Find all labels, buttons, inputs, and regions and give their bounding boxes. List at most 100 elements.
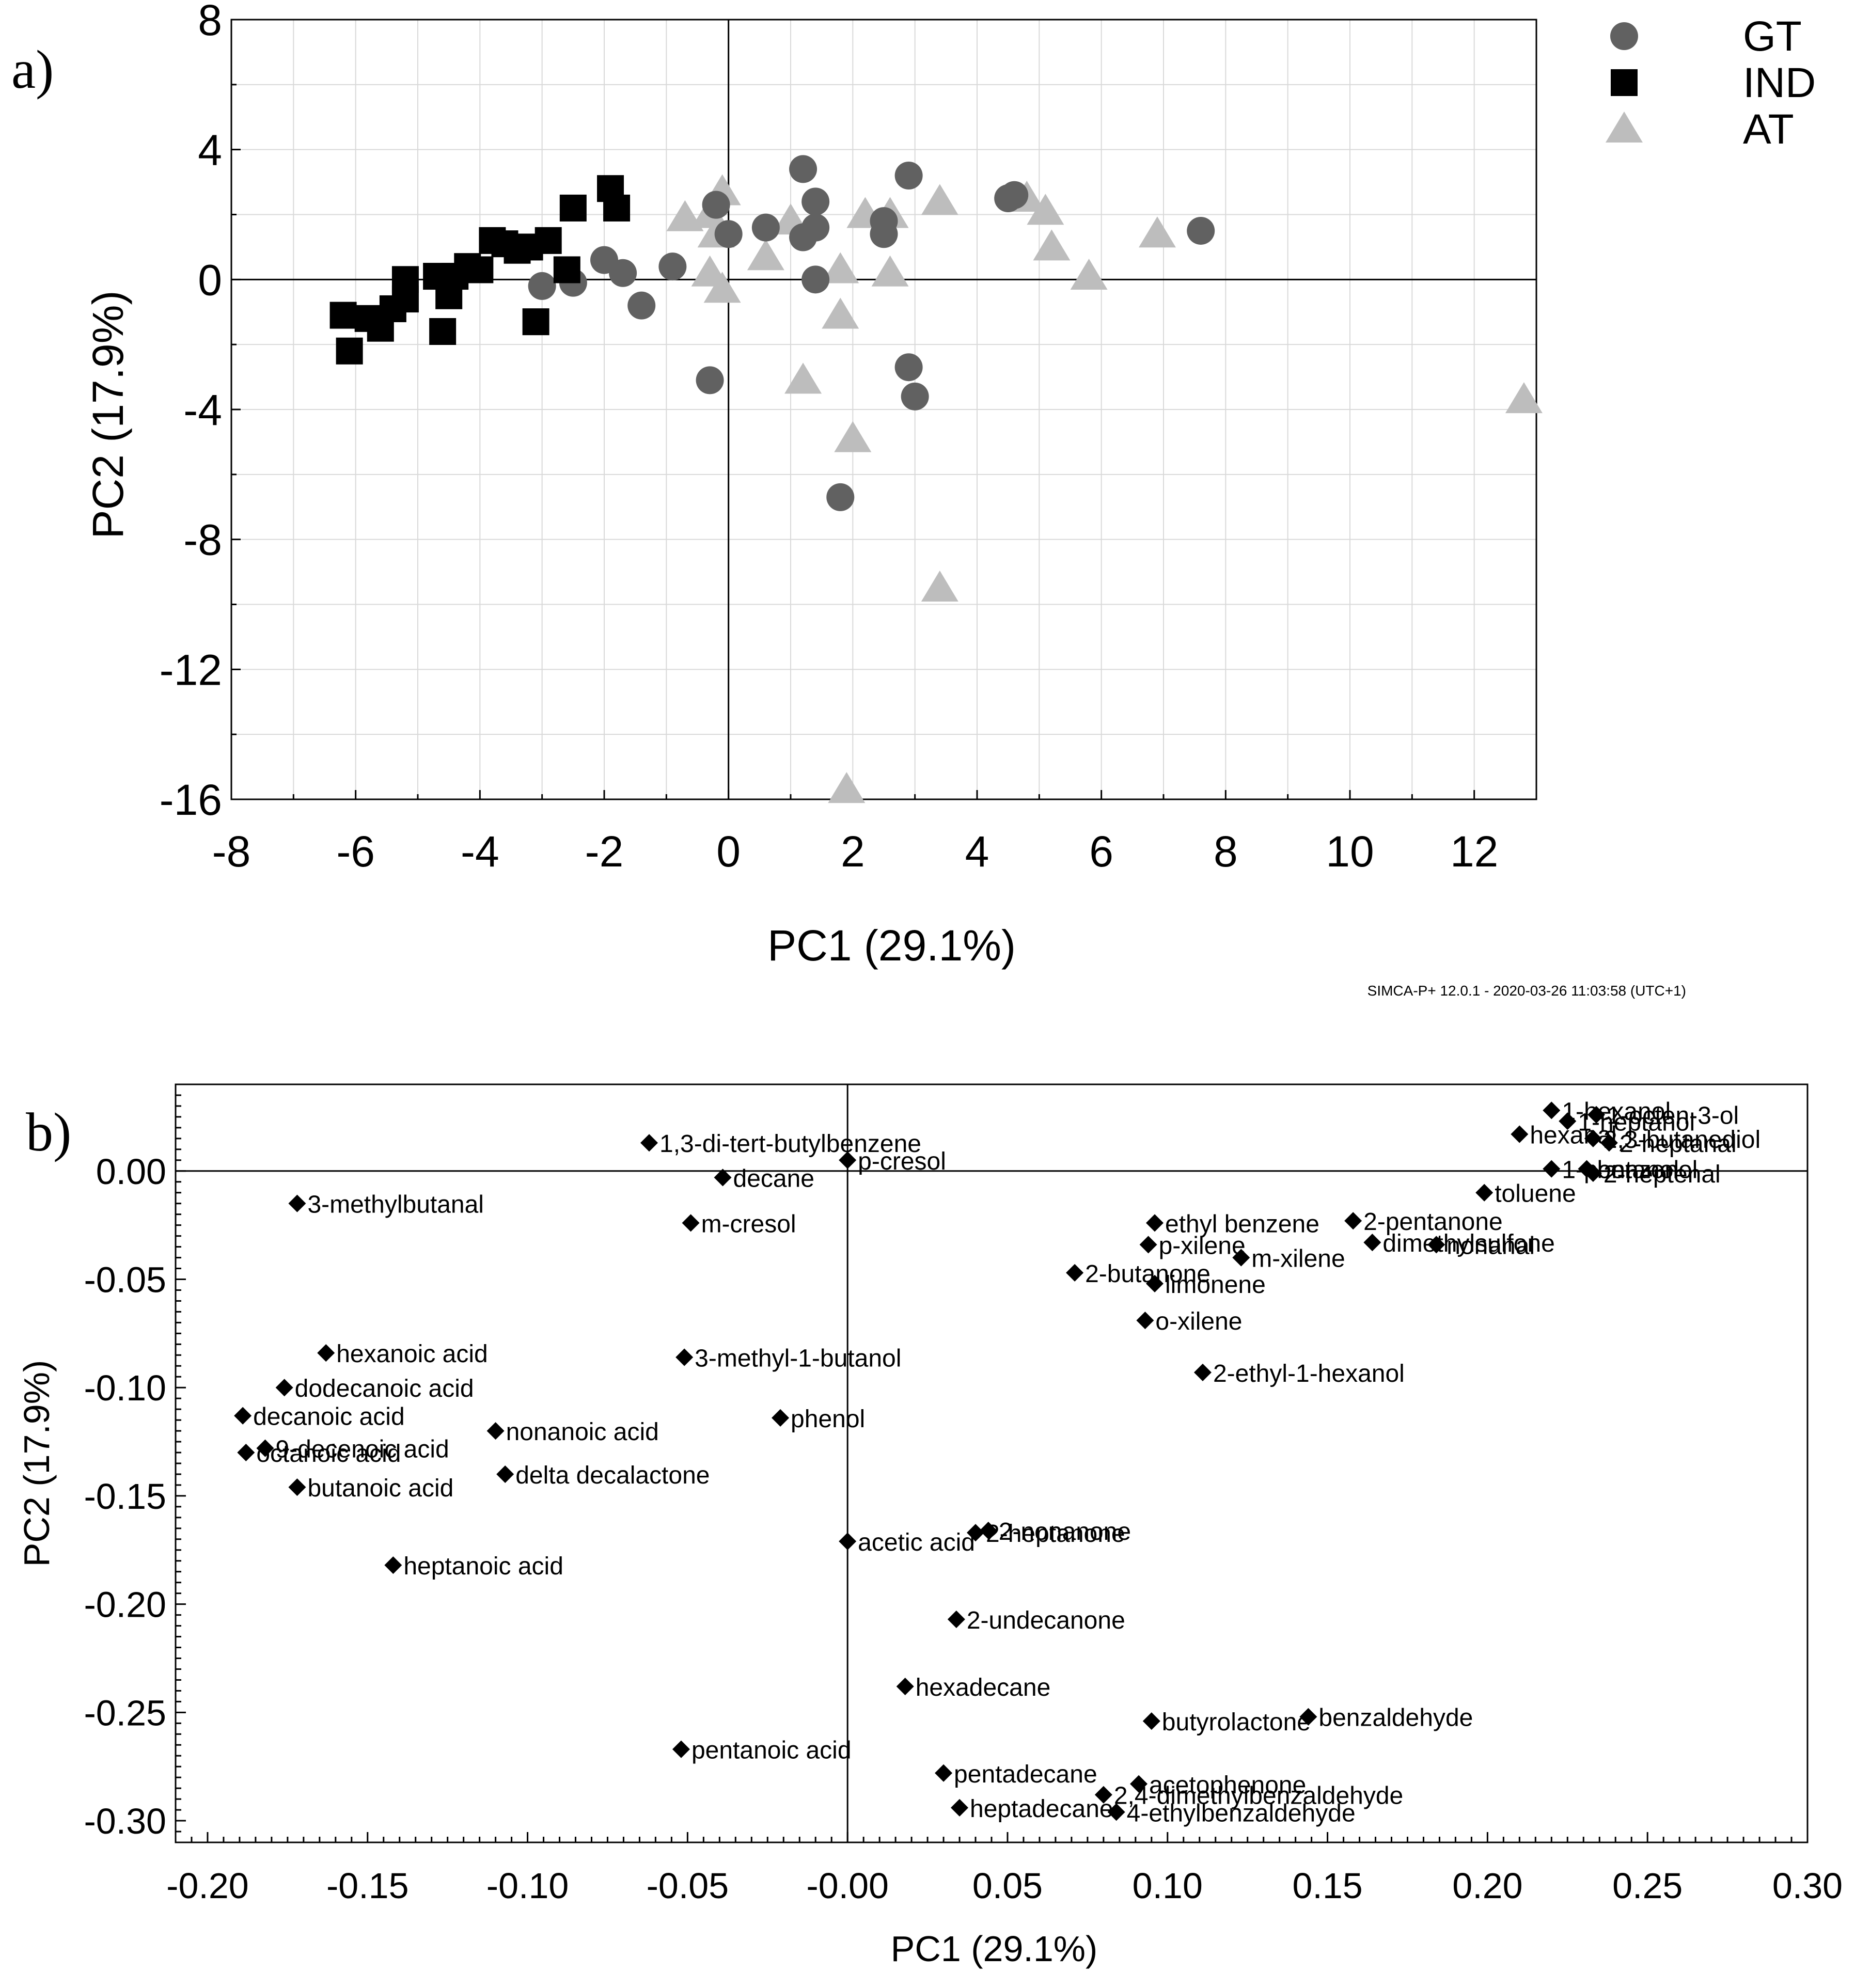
loading-label: 2-heptanone <box>986 1520 1125 1548</box>
loading-marker <box>1363 1234 1381 1252</box>
legend-marker-ind <box>1611 69 1638 96</box>
y-tick-label: -0.30 <box>84 1801 166 1841</box>
legend-marker-gt <box>1610 22 1638 50</box>
point-ind <box>466 256 494 283</box>
loading-marker <box>1600 1134 1618 1152</box>
x-tick-label: -0.20 <box>166 1866 249 1906</box>
loading-plot-x-axis-label: PC1 (29.1%) <box>891 1929 1098 1969</box>
loading-label: m-cresol <box>701 1210 796 1238</box>
loading-marker <box>675 1348 694 1366</box>
loading-marker <box>1232 1249 1250 1267</box>
point-ind <box>522 308 549 336</box>
loading-plot: -0.20 -0.15 -0.10 -0.05 -0.00 0.05 0.10 0.15 0.2… <box>17 1083 1843 1969</box>
loading-label: 3-methylbutanal <box>307 1191 484 1219</box>
point-at <box>1027 194 1064 225</box>
point-ind <box>603 194 631 222</box>
point-at <box>822 297 859 329</box>
loading-label: 2-nonanone <box>999 1518 1131 1545</box>
loading-plot-axes <box>175 1083 1809 1843</box>
x-tick-label: -0.10 <box>486 1866 569 1906</box>
point-gt <box>870 207 898 235</box>
x-tick-label: 0.30 <box>1772 1866 1843 1906</box>
loading-label: heptanoic acid <box>403 1553 563 1580</box>
point-at <box>1070 259 1108 290</box>
point-gt <box>789 155 818 183</box>
x-tick-label: 8 <box>1214 827 1238 876</box>
score-plot-x-axis-label: PC1 (29.1%) <box>767 921 1016 970</box>
point-ind <box>336 337 363 365</box>
y-tick-label: -0.20 <box>84 1585 166 1625</box>
y-tick-label: -8 <box>183 516 222 564</box>
loading-label: pentanoic acid <box>691 1737 852 1764</box>
loading-marker <box>486 1422 505 1440</box>
loading-label: benzonol <box>1597 1157 1697 1184</box>
point-gt <box>714 220 743 248</box>
panel-a-label: a) <box>11 39 54 100</box>
loading-label: 4-ethylbenzaldehyde <box>1127 1800 1356 1827</box>
point-at <box>1505 382 1543 414</box>
loading-label: hexanoic acid <box>336 1340 488 1368</box>
loading-label: dimethylsulfone <box>1382 1230 1555 1257</box>
loading-label: 1-octen-3-ol <box>1607 1102 1739 1130</box>
score-plot-grid <box>231 19 1537 800</box>
loading-marker <box>384 1556 402 1574</box>
x-tick-label: 6 <box>1089 827 1113 876</box>
point-at <box>1033 229 1071 261</box>
point-ind <box>329 302 357 329</box>
loading-marker <box>1584 1164 1602 1182</box>
loading-label: acetophenone <box>1149 1772 1306 1799</box>
loading-marker <box>1511 1125 1529 1143</box>
point-at <box>871 255 909 287</box>
loading-label: 1,3-di-tert-butylbenzene <box>659 1130 921 1158</box>
y-tick-label: -0.10 <box>84 1368 166 1408</box>
loading-label: dodecanoic acid <box>295 1375 474 1402</box>
legend-label-ind: IND <box>1743 59 1816 106</box>
y-tick-label: 0.00 <box>96 1151 166 1192</box>
loading-label: delta decalactone <box>515 1462 710 1489</box>
loading-marker <box>1066 1264 1084 1282</box>
point-at <box>834 421 872 452</box>
x-tick-label: -0.05 <box>647 1866 729 1906</box>
loading-marker <box>1146 1214 1164 1232</box>
loading-label: nonanoic acid <box>506 1418 659 1446</box>
loading-marker <box>1427 1236 1445 1254</box>
x-tick-label: -8 <box>212 827 251 876</box>
loading-label: p-xilene <box>1159 1232 1246 1259</box>
y-tick-label: -0.15 <box>84 1476 166 1517</box>
point-gt <box>702 191 730 219</box>
loading-marker <box>1107 1803 1125 1821</box>
loading-marker <box>1136 1312 1154 1330</box>
loading-label: decanoic acid <box>253 1403 405 1431</box>
point-gt <box>658 253 687 281</box>
loading-marker <box>1543 1101 1561 1119</box>
loading-plot-tick-labels: -0.20 -0.15 -0.10 -0.05 -0.00 0.05 0.10 0.15 0.2… <box>84 1151 1843 1906</box>
point-gt <box>801 187 830 216</box>
point-at <box>822 252 859 283</box>
loading-marker <box>935 1764 953 1782</box>
loading-marker <box>1543 1160 1561 1178</box>
loading-label: toluene <box>1495 1180 1576 1208</box>
loading-marker <box>951 1798 969 1817</box>
loading-label: hexadecane <box>916 1674 1051 1701</box>
x-tick-label: 0.10 <box>1133 1866 1203 1906</box>
point-gt <box>528 272 556 300</box>
loading-marker <box>640 1134 658 1152</box>
x-tick-label: -0.15 <box>326 1866 409 1906</box>
point-gt <box>751 213 780 242</box>
point-ind <box>429 318 457 345</box>
point-gt <box>894 162 923 190</box>
point-at <box>747 239 784 271</box>
loading-marker <box>1584 1129 1602 1147</box>
loading-label: limonene <box>1165 1271 1266 1299</box>
loading-marker <box>839 1151 857 1169</box>
point-gt <box>627 291 656 320</box>
loading-marker <box>288 1194 306 1212</box>
loading-label: 2,3-butanediol <box>1604 1126 1760 1154</box>
legend-label-at: AT <box>1743 106 1794 153</box>
y-tick-label: -4 <box>183 386 222 434</box>
loading-label: 2-undecanone <box>967 1607 1125 1634</box>
y-tick-label: -12 <box>160 645 222 694</box>
y-tick-label: -0.05 <box>84 1259 166 1300</box>
loading-marker <box>714 1169 732 1187</box>
